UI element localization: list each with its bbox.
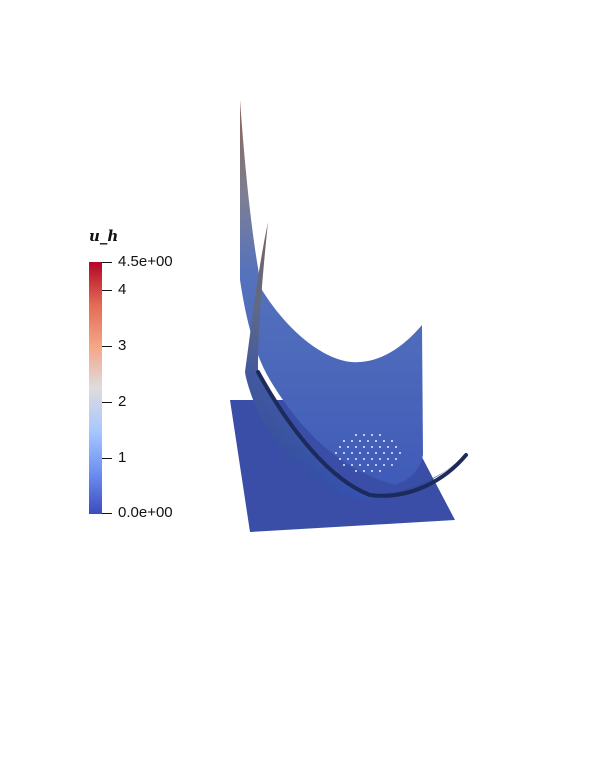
hole-dot	[359, 452, 361, 454]
hole-dot	[383, 440, 385, 442]
hole-dot	[375, 452, 377, 454]
hole-dot	[387, 458, 389, 460]
hole-dot	[363, 434, 365, 436]
hole-dot	[343, 452, 345, 454]
colorbar-tick-2	[102, 402, 112, 403]
hole-pattern	[335, 434, 401, 472]
hole-dot	[391, 440, 393, 442]
hole-dot	[371, 458, 373, 460]
hole-dot	[339, 446, 341, 448]
hole-dot	[355, 434, 357, 436]
colorbar-tick-label-1: 1	[118, 449, 127, 466]
hole-dot	[399, 452, 401, 454]
hole-dot	[371, 434, 373, 436]
colorbar-max-label: 4.5e+00	[118, 253, 173, 270]
hole-dot	[343, 440, 345, 442]
hole-dot	[347, 458, 349, 460]
hole-dot	[355, 458, 357, 460]
hole-dot	[371, 470, 373, 472]
hole-dot	[363, 470, 365, 472]
hole-dot	[383, 464, 385, 466]
legend-title: u_h	[89, 227, 119, 245]
hole-dot	[355, 446, 357, 448]
colorbar-tick-label-2: 2	[118, 393, 127, 410]
colorbar-tick-4	[102, 290, 112, 291]
hole-dot	[335, 452, 337, 454]
hole-dot	[379, 434, 381, 436]
colorbar-tick-3	[102, 346, 112, 347]
colorbar-tick-1	[102, 458, 112, 459]
colorbar-tick-label-4: 4	[118, 281, 127, 298]
hole-dot	[379, 458, 381, 460]
hole-dot	[351, 452, 353, 454]
hole-dot	[339, 458, 341, 460]
hole-dot	[371, 446, 373, 448]
colorbar-tick-label-3: 3	[118, 337, 127, 354]
colorbar	[89, 262, 102, 514]
hole-dot	[391, 464, 393, 466]
hole-dot	[391, 452, 393, 454]
hole-dot	[375, 440, 377, 442]
hole-dot	[359, 440, 361, 442]
hole-dot	[347, 446, 349, 448]
hole-dot	[379, 470, 381, 472]
hole-dot	[367, 440, 369, 442]
hole-dot	[351, 464, 353, 466]
colorbar-min-label: 0.0e+00	[118, 504, 173, 521]
hole-dot	[351, 440, 353, 442]
hole-dot	[395, 446, 397, 448]
hole-dot	[359, 464, 361, 466]
surface-back-sheet	[240, 100, 423, 485]
hole-dot	[367, 464, 369, 466]
hole-dot	[363, 446, 365, 448]
hole-dot	[367, 452, 369, 454]
hole-dot	[379, 446, 381, 448]
hole-dot	[383, 452, 385, 454]
hole-dot	[387, 446, 389, 448]
colorbar-tick-max	[102, 262, 112, 263]
hole-dot	[355, 470, 357, 472]
colorbar-tick-min	[102, 513, 112, 514]
hole-dot	[375, 464, 377, 466]
surface-rim	[256, 370, 468, 498]
hole-dot	[363, 458, 365, 460]
hole-dot	[343, 464, 345, 466]
hole-dot	[395, 458, 397, 460]
